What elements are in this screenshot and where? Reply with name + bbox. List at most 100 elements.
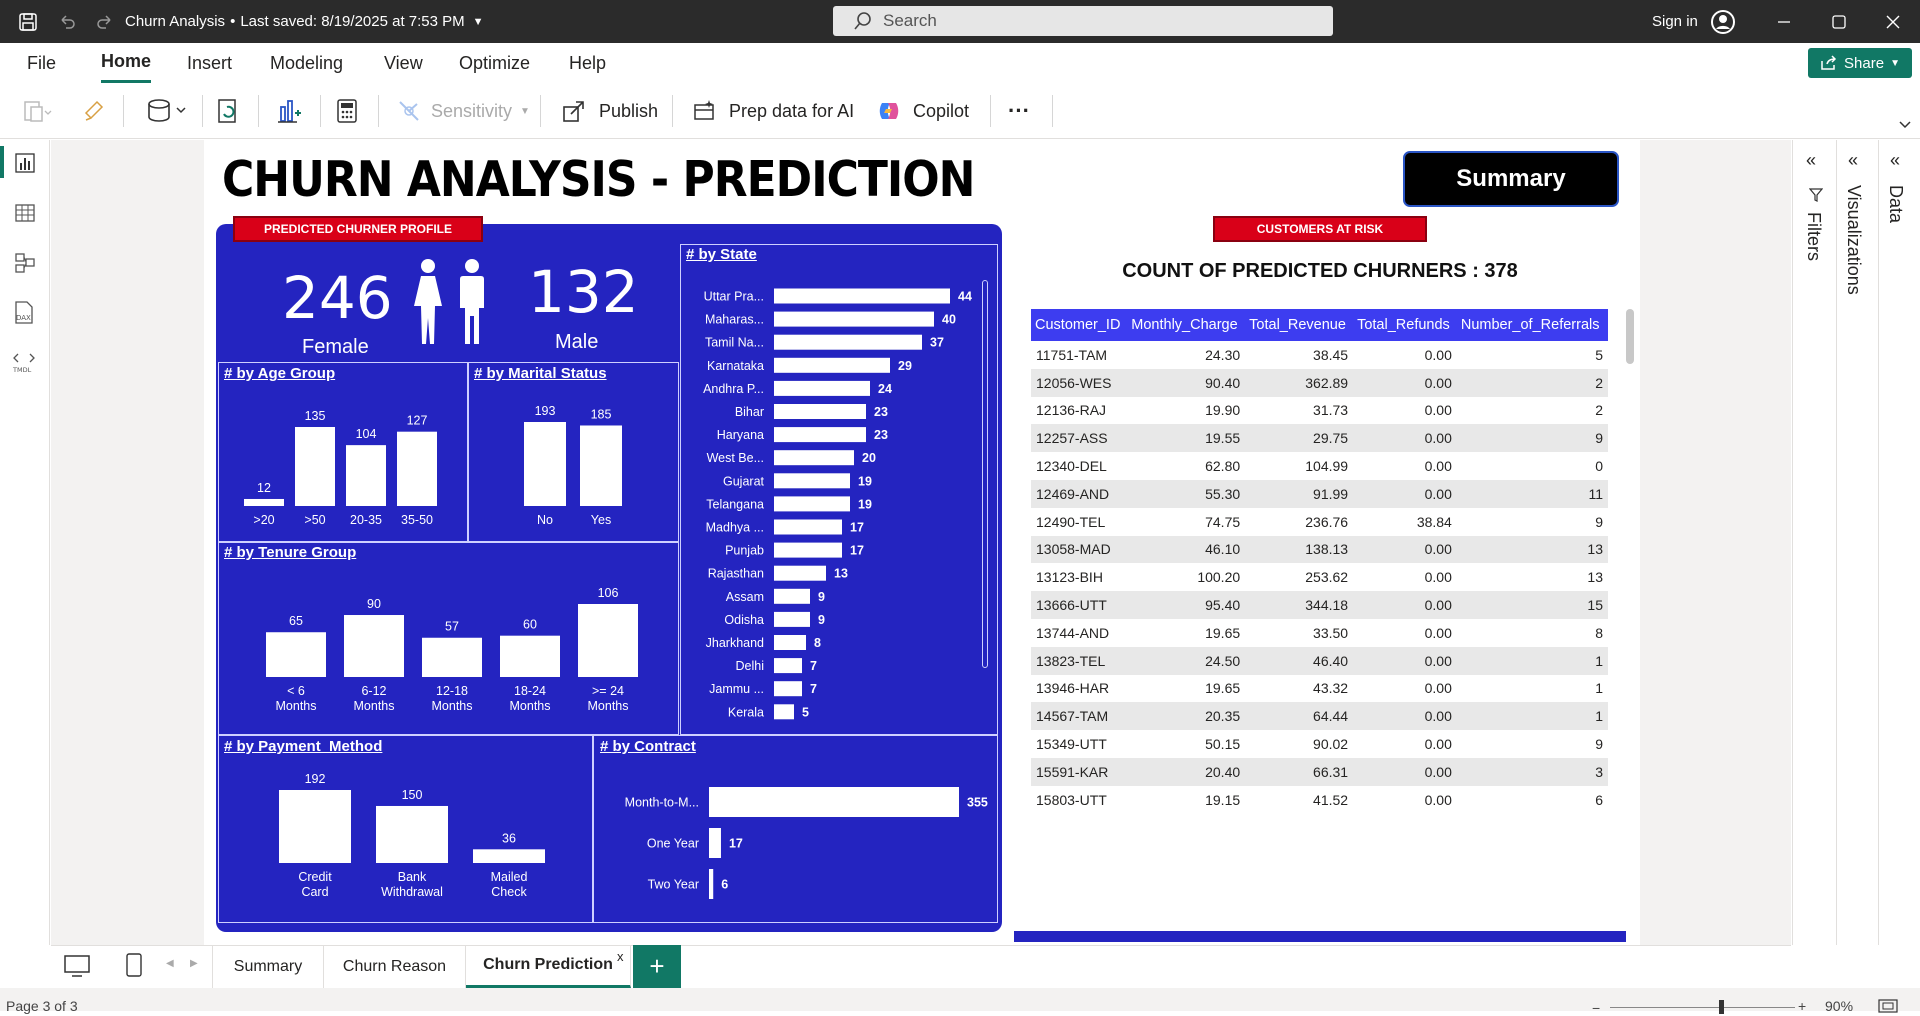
zoom-out-button[interactable]: − [1592, 1000, 1601, 1016]
summary-nav-button[interactable]: Summary [1403, 151, 1619, 207]
bar [774, 588, 810, 604]
format-painter-button[interactable] [83, 83, 107, 139]
state-visual[interactable] [680, 244, 998, 735]
mobile-layout-icon[interactable] [126, 953, 142, 982]
prep-data-ai-button[interactable]: Prep data for AI [693, 83, 854, 139]
menu-insert[interactable]: Insert [187, 52, 233, 73]
male-label: Male [555, 331, 599, 353]
column-header[interactable]: Number_of_Referrals [1456, 309, 1608, 341]
customers-table[interactable]: Customer_ID Monthly_Charge Total_Revenue To… [1031, 309, 1608, 814]
table-cell: 15803-UTT [1036, 791, 1107, 808]
data-label: 36 [502, 831, 516, 845]
tab-churn-reason[interactable]: Churn Reason [324, 945, 466, 988]
table-row[interactable]: 13744-AND 19.65 33.50 0.00 8 [1031, 619, 1608, 647]
publish-button[interactable]: Publish [561, 83, 658, 139]
more-options-button[interactable]: ··· [1008, 98, 1030, 123]
table-row[interactable]: 13058-MAD 46.10 138.13 0.00 13 [1031, 535, 1608, 564]
tab-summary[interactable]: Summary [212, 945, 324, 988]
report-view-icon[interactable] [14, 152, 36, 179]
table-view-icon[interactable] [14, 202, 36, 229]
collapse-visualizations-icon[interactable]: « [1848, 150, 1859, 170]
get-data-button[interactable] [145, 83, 189, 139]
refresh-button[interactable] [215, 83, 241, 139]
fit-to-page-icon[interactable] [1878, 999, 1898, 1016]
sign-in-button[interactable]: Sign in [1652, 0, 1736, 43]
table-row[interactable]: 15803-UTT 19.15 41.52 0.00 6 [1031, 786, 1608, 814]
menu-view[interactable]: View [384, 52, 423, 73]
column-header[interactable]: Total_Revenue [1245, 309, 1354, 341]
next-page-icon[interactable]: ▶ [190, 958, 198, 969]
collapse-filters-icon[interactable]: « [1806, 150, 1817, 170]
payment-method-visual[interactable] [218, 735, 593, 923]
menu-optimize[interactable]: Optimize [459, 52, 531, 73]
add-page-button[interactable]: + [633, 945, 681, 988]
category-label: Karnataka [707, 359, 764, 373]
category-label: Delhi [736, 659, 765, 673]
collapse-ribbon-icon[interactable] [1898, 97, 1912, 153]
filters-pane-label[interactable]: Filters [1804, 212, 1824, 261]
table-row[interactable]: 11751-TAM 24.30 38.45 0.00 5 [1031, 341, 1608, 369]
file-title[interactable]: Churn Analysis • Last saved: 8/19/2025 a… [125, 0, 484, 43]
new-visual-button[interactable] [275, 83, 303, 139]
bar [397, 431, 437, 506]
menu-help[interactable]: Help [569, 52, 607, 73]
menu-modeling[interactable]: Modeling [270, 52, 344, 73]
search-input[interactable]: Search [833, 6, 1333, 36]
menu-file[interactable]: File [27, 52, 57, 73]
table-row[interactable]: 13946-HAR 19.65 43.32 0.00 1 [1031, 675, 1608, 703]
table-cell: 362.89 [1245, 368, 1354, 397]
calculator-button[interactable] [336, 83, 358, 139]
close-tab-icon[interactable]: x [617, 949, 624, 964]
column-header[interactable]: Customer_ID [1031, 309, 1128, 341]
table-row[interactable]: 12257-ASS 19.55 29.75 0.00 9 [1031, 424, 1608, 453]
table-row[interactable]: 12136-RAJ 19.90 31.73 0.00 2 [1031, 397, 1608, 425]
gender-icon [406, 258, 496, 349]
table-cell: 9 [1595, 513, 1603, 530]
table-cell: 0.00 [1424, 624, 1452, 641]
table-row[interactable]: 13123-BIH 100.20 253.62 0.00 13 [1031, 563, 1608, 591]
redo-icon[interactable] [95, 0, 115, 43]
table-row[interactable]: 15591-KAR 20.40 66.31 0.00 3 [1031, 757, 1608, 786]
table-row[interactable]: 12056-WES 90.40 362.89 0.00 2 [1031, 368, 1608, 397]
paste-button[interactable] [22, 83, 52, 139]
category-label: 12-18 Months [432, 684, 473, 713]
column-header[interactable]: Monthly_Charge [1127, 309, 1246, 341]
table-row[interactable]: 12469-AND 55.30 91.99 0.00 11 [1031, 479, 1608, 508]
table-scrollbar[interactable] [1626, 309, 1634, 364]
maximize-button[interactable] [1832, 0, 1846, 43]
tmdl-view-icon[interactable]: TMDL [12, 350, 36, 381]
table-row[interactable]: 13823-TEL 24.50 46.40 0.00 1 [1031, 646, 1608, 675]
close-button[interactable] [1886, 0, 1900, 43]
dax-query-view-icon[interactable]: DAX [12, 300, 36, 328]
contract-visual[interactable] [593, 735, 998, 923]
copilot-button[interactable]: Copilot [877, 83, 969, 139]
sensitivity-button[interactable]: Sensitivity ▼ [397, 83, 530, 139]
share-button[interactable]: Share ▼ [1808, 48, 1912, 78]
minimize-button[interactable] [1777, 0, 1791, 43]
visualizations-pane-label[interactable]: Visualizations [1844, 185, 1864, 295]
desktop-layout-icon[interactable] [64, 955, 90, 982]
marital-status-visual[interactable] [468, 362, 679, 542]
table-row[interactable]: 12340-DEL 62.80 104.99 0.00 0 [1031, 452, 1608, 480]
tab-churn-prediction[interactable]: Churn Prediction [466, 945, 631, 988]
table-row[interactable]: 13666-UTT 95.40 344.18 0.00 15 [1031, 591, 1608, 619]
model-view-icon[interactable] [14, 252, 36, 279]
zoom-slider[interactable] [1610, 1007, 1795, 1008]
collapse-data-icon[interactable]: « [1890, 150, 1901, 170]
menu-home[interactable]: Home [101, 43, 152, 83]
table-cell: 104.99 [1305, 458, 1349, 475]
save-icon[interactable] [18, 0, 38, 43]
undo-icon[interactable] [57, 0, 77, 43]
tenure-group-visual[interactable] [218, 542, 679, 735]
table-row[interactable]: 14567-TAM 20.35 64.44 0.00 1 [1031, 702, 1608, 731]
data-pane-label[interactable]: Data [1886, 185, 1906, 224]
age-group-visual[interactable] [218, 362, 468, 542]
prev-page-icon[interactable]: ◀ [166, 958, 174, 969]
table-cell: 90.02 [1313, 736, 1349, 753]
zoom-slider-thumb[interactable] [1719, 1000, 1724, 1014]
column-header[interactable]: Total_Refunds [1353, 309, 1457, 341]
table-row[interactable]: 12490-TEL 74.75 236.76 38.84 9 [1031, 508, 1608, 536]
zoom-in-button[interactable]: + [1798, 998, 1807, 1014]
state-scrollbar[interactable] [982, 280, 988, 668]
table-row[interactable]: 15349-UTT 50.15 90.02 0.00 9 [1031, 730, 1608, 758]
